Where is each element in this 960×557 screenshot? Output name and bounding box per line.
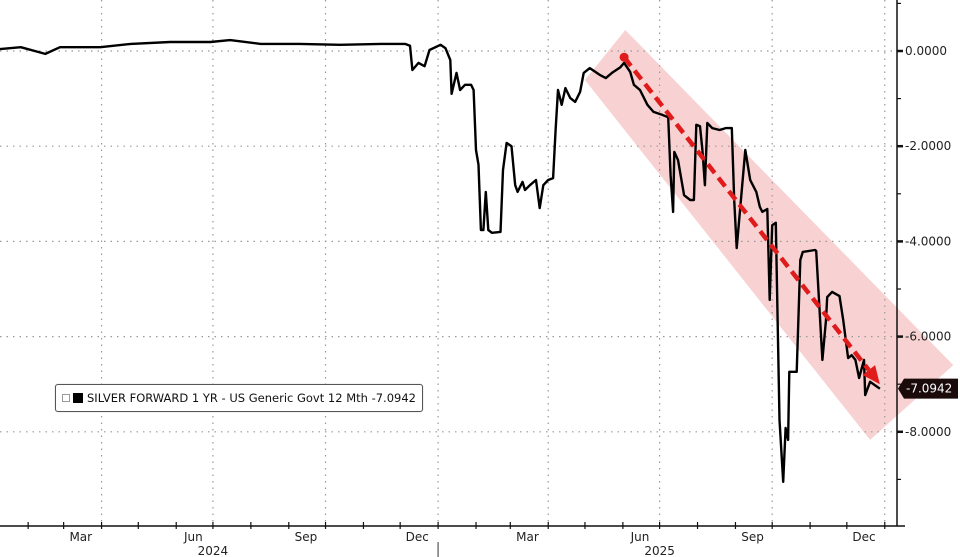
y-tick-label: -2.0000 [905, 139, 951, 153]
x-month-label: Mar [516, 530, 539, 544]
last-value-badge [898, 378, 958, 399]
x-month-label: Jun [183, 530, 203, 544]
x-month-label: Sep [295, 530, 318, 544]
series-layer [0, 38, 881, 483]
legend-label: SILVER FORWARD 1 YR - US Generic Govt 12… [87, 391, 368, 405]
x-month-label: Mar [69, 530, 92, 544]
x-year-label: 2024 [198, 544, 229, 557]
legend: SILVER FORWARD 1 YR - US Generic Govt 12… [55, 384, 423, 412]
legend-value: -7.0942 [371, 391, 416, 405]
last-value-label: -7.0942 [906, 382, 952, 396]
series-line [0, 38, 881, 483]
y-tick-label: -8.0000 [905, 425, 951, 439]
x-month-label: Dec [852, 530, 875, 544]
y-tick-label: -6.0000 [905, 330, 951, 344]
grid-layer [0, 0, 897, 526]
legend-swatch [73, 393, 83, 403]
expand-icon[interactable] [62, 394, 70, 402]
trend-arrow-layer [619, 52, 880, 385]
trend-arrow-head [862, 365, 880, 385]
x-year-label: 2025 [644, 544, 675, 557]
x-month-label: Sep [741, 530, 764, 544]
x-month-label: Jun [630, 530, 650, 544]
y-tick-label: -4.0000 [905, 234, 951, 248]
trend-arrow-line [622, 55, 871, 372]
x-month-label: Dec [406, 530, 429, 544]
y-tick-label: 0.0000 [905, 44, 947, 58]
